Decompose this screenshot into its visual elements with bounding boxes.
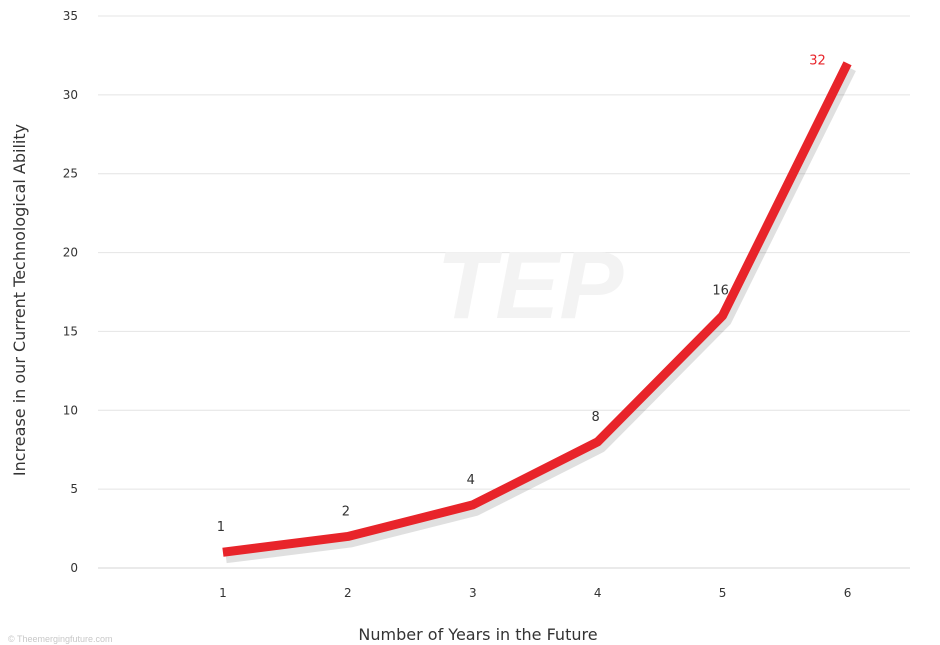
y-axis-title: Increase in our Current Technological Ab…: [10, 124, 29, 476]
y-tick-label: 0: [70, 561, 78, 575]
data-labels: 1 2 4 8 16 32: [217, 53, 826, 535]
watermark-logo: TEP: [437, 232, 625, 339]
series-line-shadow: [225, 65, 856, 564]
x-tick-label: 3: [469, 586, 477, 600]
y-tick-label: 5: [70, 482, 78, 496]
x-axis-title: Number of Years in the Future: [358, 625, 597, 644]
data-label: 2: [342, 504, 350, 519]
data-label: 1: [217, 520, 225, 535]
series-line: [222, 61, 852, 557]
y-tick-label: 20: [63, 246, 78, 260]
x-tick-label: 2: [344, 586, 352, 600]
x-tick-label: 4: [594, 586, 602, 600]
y-tick-label: 15: [63, 324, 78, 338]
x-tick-label: 6: [844, 586, 852, 600]
data-label: 4: [467, 473, 475, 488]
credit-text: © Theemergingfuture.com: [8, 634, 113, 644]
x-tick-label: 5: [719, 586, 727, 600]
y-axis-ticks: 0 5 10 15 20 25 30 35: [63, 9, 78, 575]
series-layer: [222, 61, 856, 564]
y-tick-label: 10: [63, 403, 78, 417]
y-tick-label: 35: [63, 9, 78, 23]
y-tick-label: 25: [63, 167, 78, 181]
y-tick-label: 30: [63, 88, 78, 102]
data-label: 32: [809, 53, 826, 68]
x-axis-ticks: 1 2 3 4 5 6: [219, 586, 851, 600]
x-tick-label: 1: [219, 586, 227, 600]
data-label: 8: [592, 410, 600, 425]
gridlines: [98, 15, 910, 569]
data-label: 16: [712, 284, 729, 299]
